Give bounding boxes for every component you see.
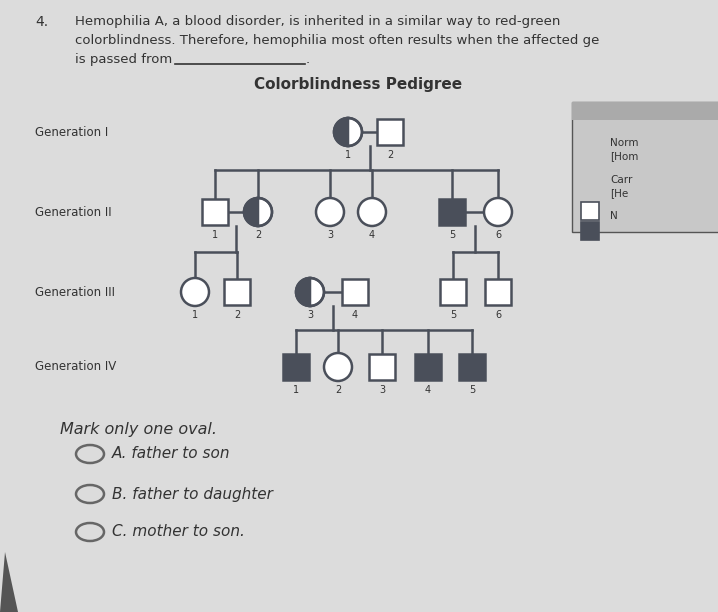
Bar [581, 222, 599, 240]
Wedge shape [244, 198, 258, 226]
Bar [283, 354, 309, 380]
Bar [459, 354, 485, 380]
Bar [377, 119, 403, 145]
Text: [Hom: [Hom [610, 151, 638, 161]
Text: C. mother to son.: C. mother to son. [112, 524, 245, 540]
Text: 4: 4 [352, 310, 358, 320]
Text: Mark only one oval.: Mark only one oval. [60, 422, 217, 437]
Text: Colorblindness Pedigree: Colorblindness Pedigree [254, 77, 462, 92]
Bar [485, 279, 511, 305]
Text: 5: 5 [449, 230, 455, 240]
Text: [He: [He [610, 188, 628, 198]
Text: Norm: Norm [610, 138, 638, 148]
Text: 1: 1 [293, 385, 299, 395]
Text: 4.: 4. [35, 15, 48, 29]
Polygon shape [0, 552, 18, 612]
Text: Hemophilia A, a blood disorder, is inherited in a similar way to red-green: Hemophilia A, a blood disorder, is inher… [75, 15, 560, 28]
Text: 1: 1 [192, 310, 198, 320]
Bar [439, 199, 465, 225]
Bar [369, 354, 395, 380]
Text: Generation IV: Generation IV [35, 360, 116, 373]
Wedge shape [576, 170, 590, 198]
Circle shape [484, 198, 512, 226]
Text: 2: 2 [255, 230, 261, 240]
Bar [224, 279, 250, 305]
Bar [572, 102, 718, 120]
Text: Generation III: Generation III [35, 286, 115, 299]
Text: 6: 6 [495, 230, 501, 240]
Bar [572, 102, 718, 232]
Text: 2: 2 [387, 150, 393, 160]
Text: Carr: Carr [610, 175, 633, 185]
Text: 3: 3 [379, 385, 385, 395]
Text: .: . [306, 53, 310, 66]
Circle shape [316, 198, 344, 226]
Text: 1: 1 [212, 230, 218, 240]
Text: N: N [610, 211, 617, 221]
Text: colorblindness. Therefore, hemophilia most often results when the affected ge: colorblindness. Therefore, hemophilia mo… [75, 34, 600, 47]
Circle shape [324, 353, 352, 381]
Bar [440, 279, 466, 305]
Bar [581, 202, 599, 220]
Text: 6: 6 [495, 310, 501, 320]
Text: 3: 3 [307, 310, 313, 320]
Bar [202, 199, 228, 225]
Text: 1: 1 [345, 150, 351, 160]
Wedge shape [258, 198, 272, 226]
Bar [415, 354, 441, 380]
Text: is passed from: is passed from [75, 53, 172, 66]
Text: Generation I: Generation I [35, 125, 108, 138]
Wedge shape [348, 118, 362, 146]
Wedge shape [334, 118, 348, 146]
Wedge shape [296, 278, 310, 306]
Text: 5: 5 [450, 310, 456, 320]
Text: B. father to daughter: B. father to daughter [112, 487, 273, 501]
Text: Generation II: Generation II [35, 206, 111, 218]
Bar [342, 279, 368, 305]
Circle shape [181, 278, 209, 306]
Text: 4: 4 [369, 230, 375, 240]
Text: 2: 2 [234, 310, 240, 320]
Circle shape [576, 133, 604, 161]
Text: 4: 4 [425, 385, 431, 395]
Text: 5: 5 [469, 385, 475, 395]
Wedge shape [310, 278, 324, 306]
Text: 2: 2 [335, 385, 341, 395]
Wedge shape [590, 170, 604, 198]
Text: A. father to son: A. father to son [112, 447, 230, 461]
Circle shape [358, 198, 386, 226]
Text: 3: 3 [327, 230, 333, 240]
